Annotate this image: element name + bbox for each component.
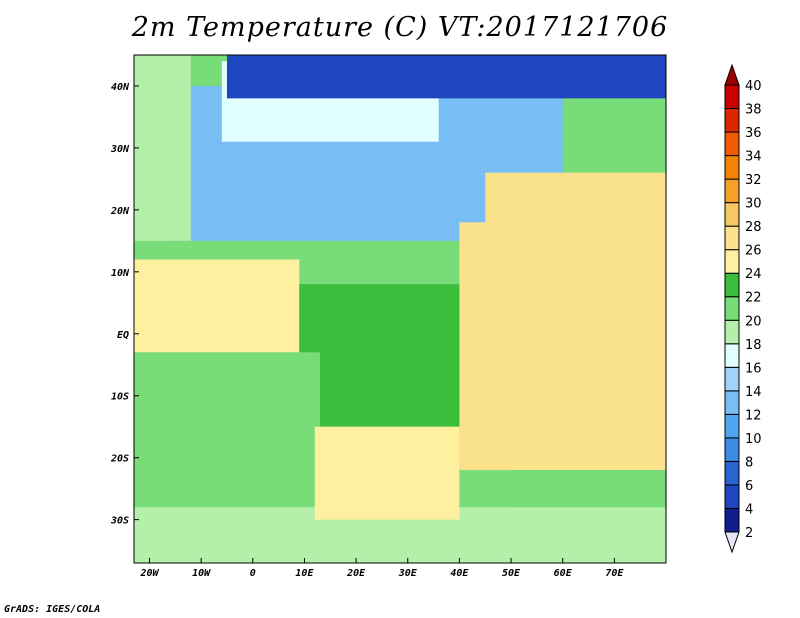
colorbar-label: 34 [745,150,762,165]
x-tick-label: 0 [250,568,256,579]
colorbar-label: 16 [745,361,762,376]
colorbar-label: 28 [745,220,762,235]
temperature-field [134,55,666,563]
colorbar-box [724,84,740,110]
x-tick-label: 20E [346,568,366,579]
y-tick-label: 10S [111,392,129,403]
colorbar-label: 2 [745,526,753,541]
colorbar-label: 24 [745,267,762,282]
colorbar-box [724,272,740,298]
field-atlantic-south [134,352,320,520]
colorbar-box [724,413,740,439]
colorbar-label: 12 [745,408,762,423]
x-tick-label: 40E [450,568,469,579]
x-tick-label: 10E [295,568,314,579]
colorbar-box [724,437,740,462]
plot-frame [133,54,667,564]
field-arabia-south [485,172,666,248]
field-atlantic-north [134,55,191,241]
y-tick-label: 10N [111,268,130,279]
colorbar-box [724,296,740,321]
colorbar-label: 38 [745,103,762,118]
field-indian-ocean [459,222,666,471]
colorbar-label: 18 [745,338,762,353]
colorbar-label: 14 [745,385,762,400]
field-europe-cold [226,55,666,99]
colorbar-box [724,390,740,415]
x-tick-label: 10W [192,568,211,579]
colorbar-box [724,484,740,509]
colorbar-box [724,249,740,274]
colorbar-label: 4 [745,502,753,517]
colorbar-label: 10 [745,432,762,447]
colorbar-box [724,319,740,345]
y-tick-label: 20N [110,206,130,217]
colorbar-box [724,507,740,533]
colorbar-box [724,366,740,392]
colorbar-min-arrow [724,531,740,554]
field-central-africa [299,284,460,427]
x-tick-label: 50E [502,568,521,579]
colorbar-label: 22 [745,291,762,306]
colorbar-box [724,155,740,180]
colorbar-label: 6 [745,479,753,494]
x-tick-label: 20W [139,568,159,579]
y-tick-label: 30N [110,144,130,155]
field-atlantic-tropical [134,259,300,353]
field-southern-africa [314,426,460,520]
colorbar-box [724,202,740,227]
colorbar-label: 26 [745,244,762,259]
colorbar-box [724,225,740,251]
colorbar-max-arrow [724,63,740,86]
colorbar-box [724,178,740,204]
colorbar-label: 30 [745,197,762,212]
colorbar-box [724,460,740,486]
x-tick-label: 60E [554,568,573,579]
grads-credit: GrADS: IGES/COLA [4,604,101,615]
colorbar-label: 32 [745,173,762,188]
y-tick-label: 30S [110,516,129,527]
y-tick-label: 20S [110,454,129,465]
colorbar-label: 40 [745,79,762,94]
x-tick-label: 30E [398,568,418,579]
x-axis: 20W 10W 0 10E 20E 30E 40E 50E 60E 70E [139,558,624,579]
colorbar-box [724,131,740,157]
x-tick-label: 70E [605,568,624,579]
y-tick-label: 40N [111,82,130,93]
colorbar-label: 20 [745,314,762,329]
colorbar-label: 36 [745,126,762,141]
colorbar-box [724,108,740,133]
field-south-indian [511,470,666,508]
colorbar-label: 8 [745,455,753,470]
y-tick-label: EQ [117,330,129,341]
colorbar-box [724,343,740,368]
y-axis: 40N 30N 20N 10N EQ 10S 20S 30S [110,82,139,527]
chart-title: 2m Temperature (C) VT:2017121706 [131,12,669,43]
